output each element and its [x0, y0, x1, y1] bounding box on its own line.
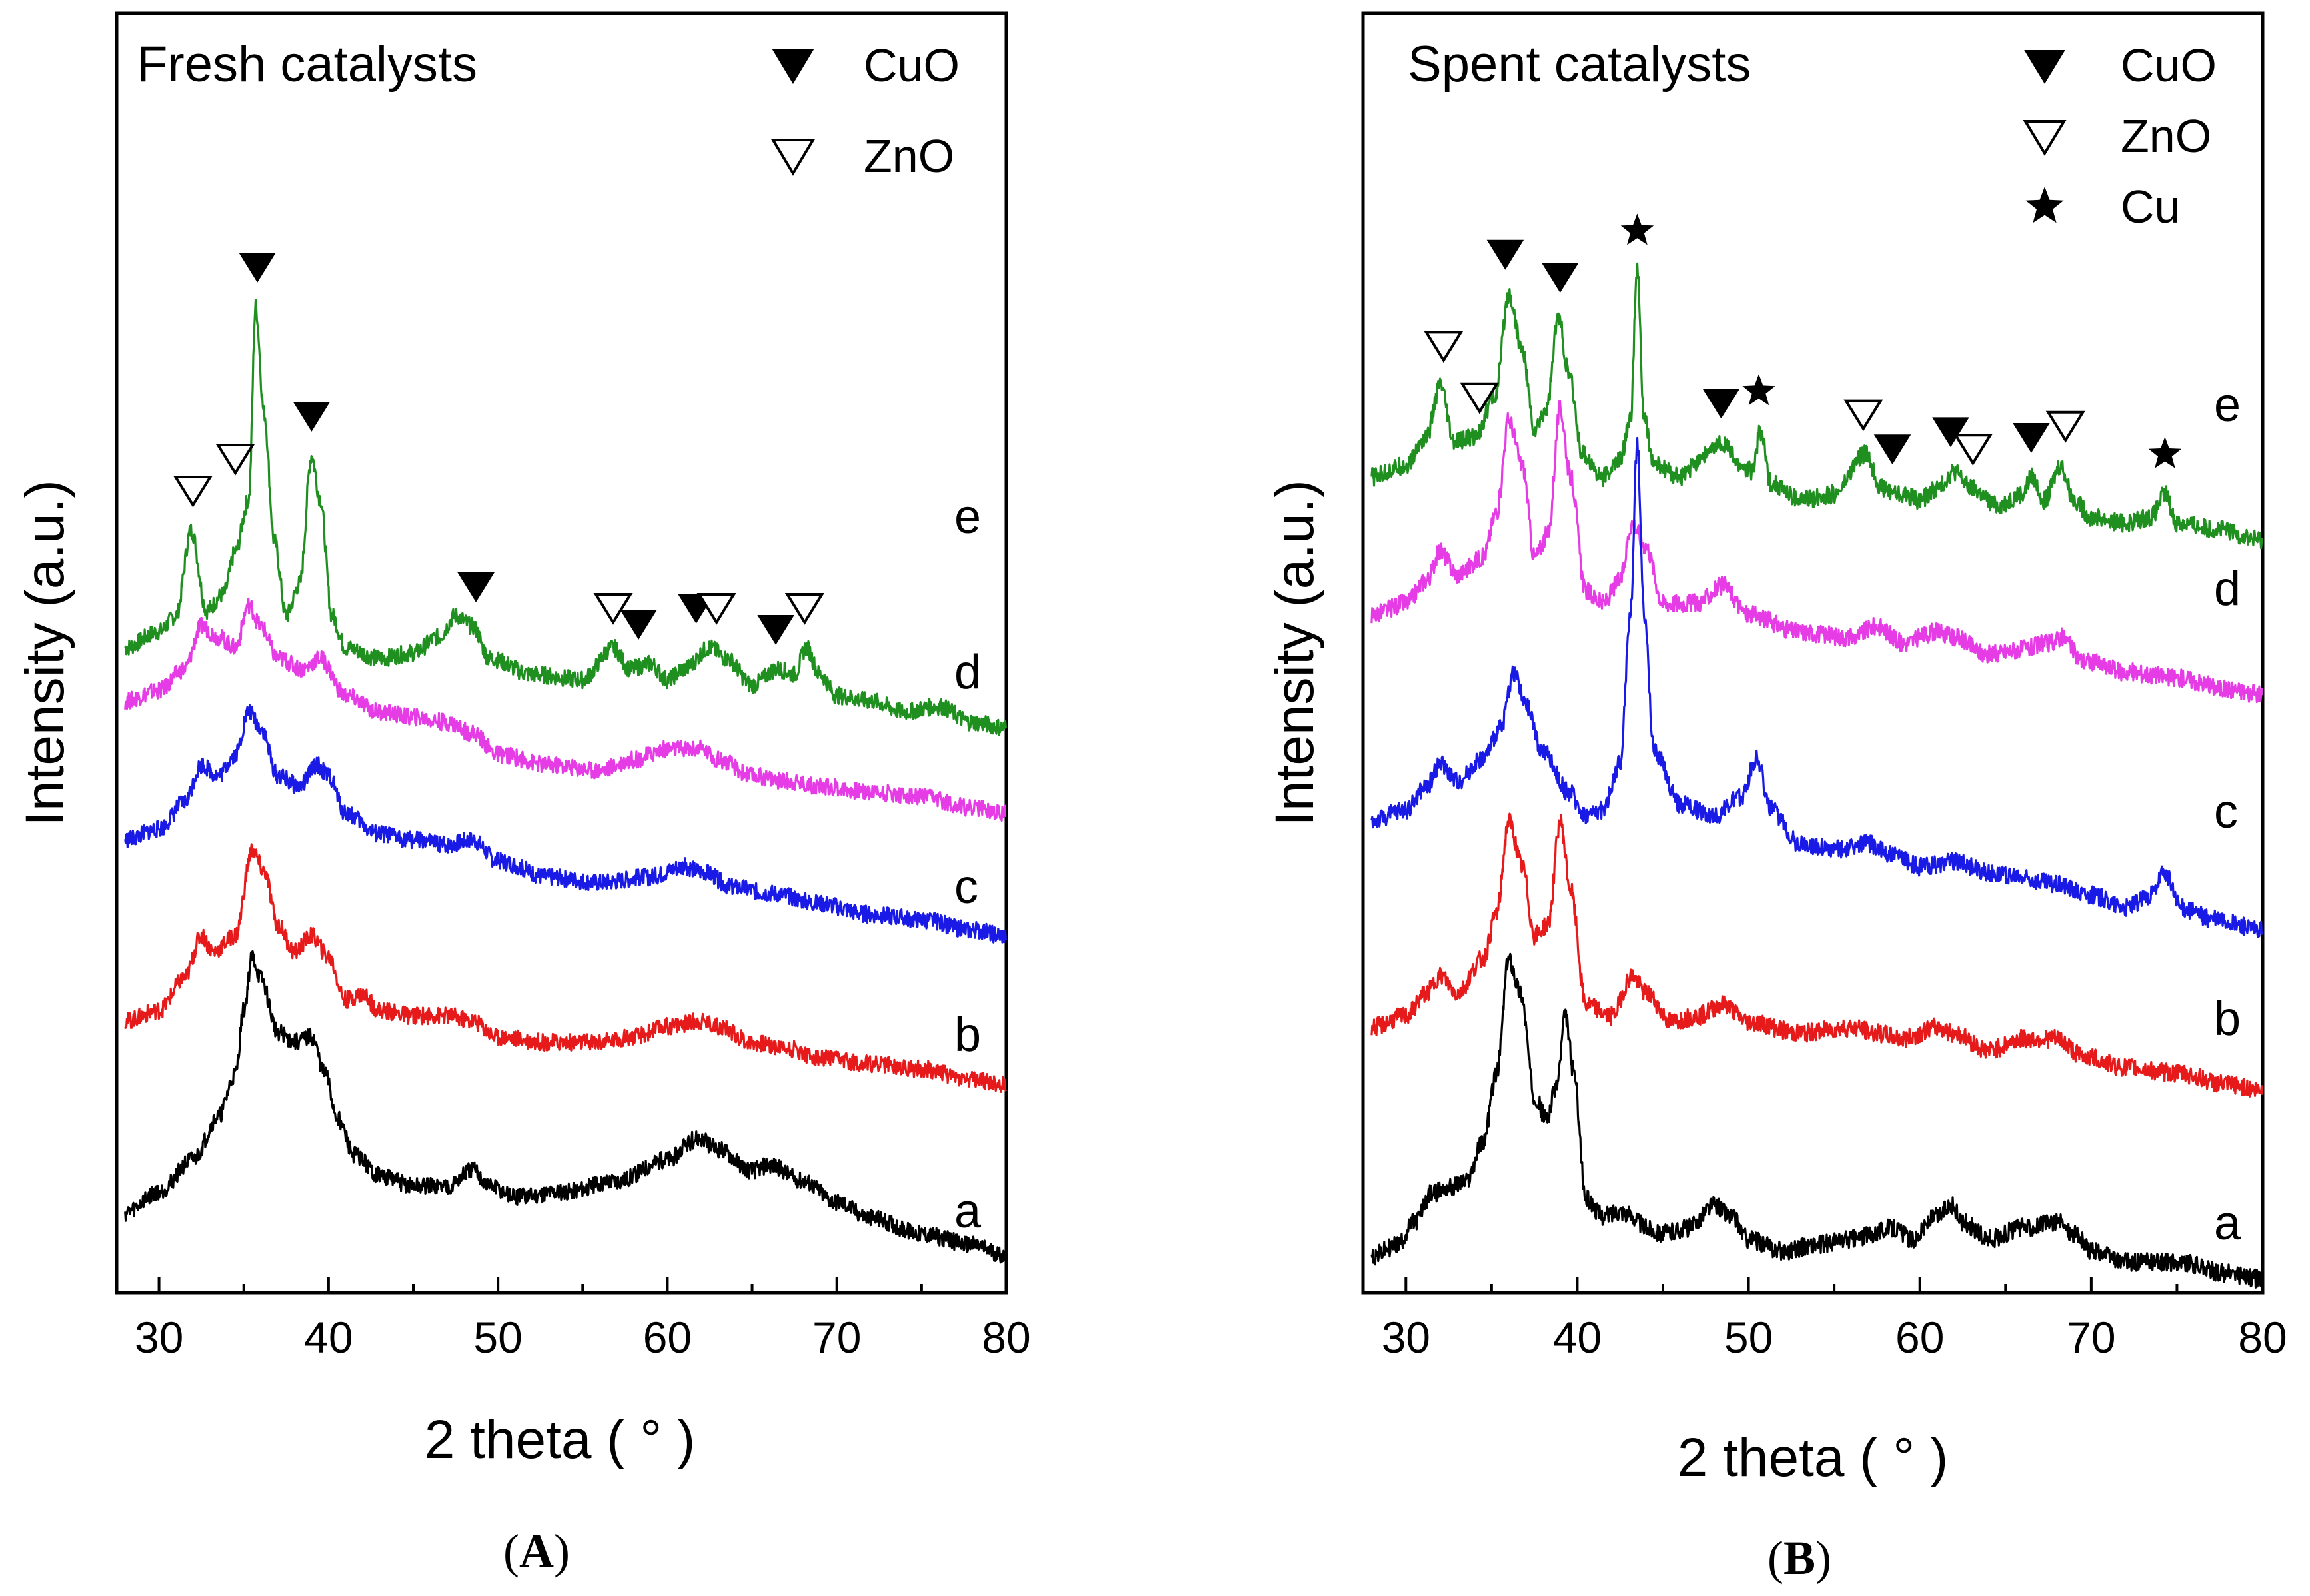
series-b-line [1370, 812, 2263, 1098]
legend-filled-triangle-icon [2024, 50, 2065, 84]
legend-cuo-marker [2024, 50, 2065, 84]
x-tick-label: 60 [1895, 1313, 1944, 1362]
zno-peak-marker [1424, 331, 1464, 363]
series-a-line [124, 950, 1007, 1264]
curve-label-e: e [2214, 379, 2241, 432]
series-c-line [1370, 436, 2263, 938]
panel-b-y-axis-title: Intensity (a.u.) [1264, 480, 1325, 826]
panel-b-peak-markers [1424, 213, 2182, 468]
panel-a-title: Fresh catalysts [137, 36, 477, 93]
cuo-peak-marker [1702, 389, 1740, 419]
curve-label-a: a [954, 1185, 982, 1238]
zno-peak-marker [173, 476, 213, 508]
curve-label-b: b [2214, 992, 2241, 1046]
panel-b-x-axis-title: 2 theta ( ° ) [1678, 1427, 1949, 1488]
curve-label-d: d [2214, 562, 2241, 616]
x-tick-label: 50 [1724, 1313, 1773, 1362]
panel-b-x-ticks: 30 40 50 60 70 80 [1382, 1277, 2287, 1362]
cuo-peak-marker [757, 615, 794, 645]
legend-filled-triangle-icon [772, 49, 814, 84]
cuo-peak-marker [1486, 239, 1524, 270]
curve-label-c: c [954, 860, 978, 914]
panel-a-caption: (A) [503, 1525, 570, 1578]
panel-b: 30 40 50 60 70 80 Spent catalysts CuO ZnO Cu … [1264, 11, 2287, 1585]
panel-a-legend: CuO ZnO [770, 39, 960, 182]
cu-peak-marker [2148, 436, 2182, 468]
legend-zno-marker [2023, 120, 2067, 156]
x-tick-label: 80 [2238, 1313, 2287, 1362]
legend-open-triangle-icon [770, 139, 816, 176]
x-tick-label: 30 [135, 1313, 183, 1362]
zno-peak-marker [696, 593, 736, 625]
series-a-line [1370, 952, 2263, 1289]
zno-peak-marker [1460, 382, 1500, 414]
zno-peak-marker [784, 593, 824, 625]
x-tick-label: 40 [304, 1313, 353, 1362]
panel-a: 30 40 50 60 70 80 Fresh catalysts CuO ZnO e d… [15, 11, 1031, 1578]
series-c-line [124, 704, 1007, 944]
zno-peak-marker [2045, 410, 2085, 443]
x-tick-label: 60 [643, 1313, 692, 1362]
cuo-peak-marker [239, 253, 276, 283]
series-e-line [124, 299, 1007, 736]
panel-a-y-axis-title: Intensity (a.u.) [15, 480, 75, 826]
panel-a-x-ticks: 30 40 50 60 70 80 [135, 1277, 1031, 1362]
series-d-line [1370, 399, 2263, 704]
cuo-peak-marker [1541, 263, 1579, 293]
cu-peak-marker [1620, 213, 1654, 245]
panel-a-frame [115, 11, 1008, 1295]
cuo-peak-marker [1873, 434, 1911, 465]
legend-cu-label: Cu [2121, 181, 2180, 233]
curve-label-a: a [2214, 1197, 2241, 1250]
zno-peak-marker [1953, 434, 1993, 466]
series-b-line [124, 843, 1007, 1093]
cuo-peak-marker [1932, 417, 1969, 448]
legend-zno-label: ZnO [2121, 110, 2211, 162]
x-tick-label: 50 [473, 1313, 522, 1362]
x-tick-label: 30 [1382, 1313, 1430, 1362]
cuo-peak-marker [293, 402, 331, 432]
zno-peak-marker [593, 593, 633, 625]
panel-b-title: Spent catalysts [1408, 36, 1751, 93]
panel-b-caption: (B) [1767, 1531, 1831, 1585]
x-tick-label: 40 [1553, 1313, 1602, 1362]
panel-b-frame [1361, 11, 2265, 1295]
cuo-peak-marker [2013, 423, 2050, 453]
zno-peak-marker [215, 444, 255, 476]
curve-label-b: b [954, 1008, 981, 1062]
series-e-line [1370, 262, 2263, 550]
cu-peak-marker [1742, 374, 1775, 406]
panel-b-curves [1370, 262, 2263, 1289]
panel-b-legend: CuO ZnO Cu [2023, 39, 2217, 233]
legend-cu-marker [2025, 187, 2064, 223]
curve-label-e: e [954, 490, 981, 544]
legend-cuo-label: CuO [2121, 39, 2217, 91]
legend-star-icon [2025, 187, 2064, 223]
legend-cuo-label: CuO [864, 39, 960, 91]
cuo-peak-marker [620, 610, 657, 640]
legend-cuo-marker [772, 49, 814, 84]
x-tick-label: 70 [2067, 1313, 2115, 1362]
zno-peak-marker [1843, 399, 1883, 432]
legend-zno-marker [770, 139, 816, 176]
panel-a-curves [124, 299, 1007, 1264]
x-tick-label: 80 [982, 1313, 1030, 1362]
cuo-peak-marker [457, 572, 495, 602]
panel-a-peak-markers [173, 253, 824, 645]
legend-zno-label: ZnO [864, 130, 954, 182]
x-tick-label: 70 [812, 1313, 861, 1362]
curve-label-d: d [954, 646, 981, 699]
legend-open-triangle-icon [2023, 120, 2067, 156]
curve-label-c: c [2214, 785, 2238, 838]
series-d-line [124, 598, 1007, 822]
panel-a-x-axis-title: 2 theta ( ° ) [425, 1409, 696, 1470]
